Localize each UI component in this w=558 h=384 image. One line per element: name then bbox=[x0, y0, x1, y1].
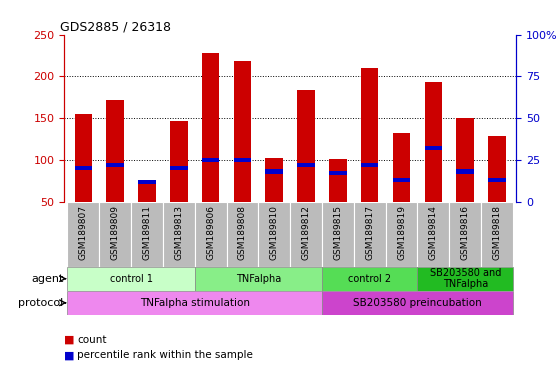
Bar bbox=[354, 202, 386, 266]
Bar bbox=[425, 146, 442, 150]
Bar bbox=[322, 291, 513, 315]
Text: GDS2885 / 26318: GDS2885 / 26318 bbox=[60, 20, 171, 33]
Bar bbox=[417, 266, 513, 291]
Bar bbox=[290, 202, 322, 266]
Bar bbox=[361, 68, 378, 202]
Text: SB203580 and
TNFalpha: SB203580 and TNFalpha bbox=[430, 268, 501, 290]
Bar bbox=[131, 202, 163, 266]
Text: GSM189813: GSM189813 bbox=[174, 205, 183, 260]
Bar bbox=[266, 169, 283, 174]
Bar bbox=[329, 171, 347, 175]
Bar bbox=[68, 291, 322, 315]
Bar bbox=[234, 61, 251, 202]
Bar bbox=[202, 158, 219, 162]
Text: ■: ■ bbox=[64, 335, 75, 345]
Text: GSM189810: GSM189810 bbox=[270, 205, 279, 260]
Text: TNFalpha: TNFalpha bbox=[235, 274, 281, 284]
Text: GSM189815: GSM189815 bbox=[333, 205, 343, 260]
Bar bbox=[75, 166, 92, 170]
Bar bbox=[481, 202, 513, 266]
Text: percentile rank within the sample: percentile rank within the sample bbox=[77, 350, 253, 360]
Bar bbox=[138, 179, 156, 184]
Text: SB203580 preincubation: SB203580 preincubation bbox=[353, 298, 482, 308]
Text: GSM189812: GSM189812 bbox=[301, 205, 311, 260]
Text: GSM189818: GSM189818 bbox=[493, 205, 502, 260]
Bar bbox=[227, 202, 258, 266]
Bar bbox=[386, 202, 417, 266]
Text: GSM189808: GSM189808 bbox=[238, 205, 247, 260]
Bar bbox=[488, 136, 506, 202]
Text: GSM189814: GSM189814 bbox=[429, 205, 438, 260]
Bar bbox=[425, 82, 442, 202]
Bar bbox=[99, 202, 131, 266]
Bar bbox=[297, 163, 315, 167]
Bar bbox=[234, 158, 251, 162]
Bar bbox=[68, 202, 99, 266]
Text: GSM189817: GSM189817 bbox=[365, 205, 374, 260]
Bar bbox=[107, 100, 124, 202]
Text: agent: agent bbox=[31, 274, 64, 284]
Text: GSM189809: GSM189809 bbox=[110, 205, 119, 260]
Bar bbox=[456, 118, 474, 202]
Bar bbox=[322, 266, 417, 291]
Text: GSM189811: GSM189811 bbox=[142, 205, 151, 260]
Bar bbox=[138, 183, 156, 202]
Bar bbox=[361, 163, 378, 167]
Bar bbox=[170, 166, 187, 170]
Text: protocol: protocol bbox=[18, 298, 64, 308]
Text: control 2: control 2 bbox=[348, 274, 391, 284]
Text: count: count bbox=[77, 335, 107, 345]
Bar bbox=[163, 202, 195, 266]
Bar bbox=[195, 266, 322, 291]
Bar bbox=[417, 202, 449, 266]
Text: GSM189807: GSM189807 bbox=[79, 205, 88, 260]
Bar bbox=[322, 202, 354, 266]
Text: GSM189806: GSM189806 bbox=[206, 205, 215, 260]
Bar bbox=[266, 158, 283, 202]
Text: GSM189819: GSM189819 bbox=[397, 205, 406, 260]
Bar bbox=[329, 159, 347, 202]
Bar bbox=[393, 178, 410, 182]
Bar bbox=[449, 202, 481, 266]
Bar bbox=[393, 133, 410, 202]
Bar bbox=[75, 114, 92, 202]
Bar bbox=[258, 202, 290, 266]
Text: TNFalpha stimulation: TNFalpha stimulation bbox=[140, 298, 249, 308]
Bar bbox=[170, 121, 187, 202]
Bar bbox=[107, 163, 124, 167]
Text: control 1: control 1 bbox=[109, 274, 152, 284]
Bar bbox=[68, 266, 195, 291]
Bar bbox=[297, 90, 315, 202]
Text: GSM189816: GSM189816 bbox=[461, 205, 470, 260]
Bar bbox=[488, 178, 506, 182]
Bar bbox=[202, 53, 219, 202]
Bar bbox=[456, 169, 474, 174]
Text: ■: ■ bbox=[64, 350, 75, 360]
Bar bbox=[195, 202, 227, 266]
